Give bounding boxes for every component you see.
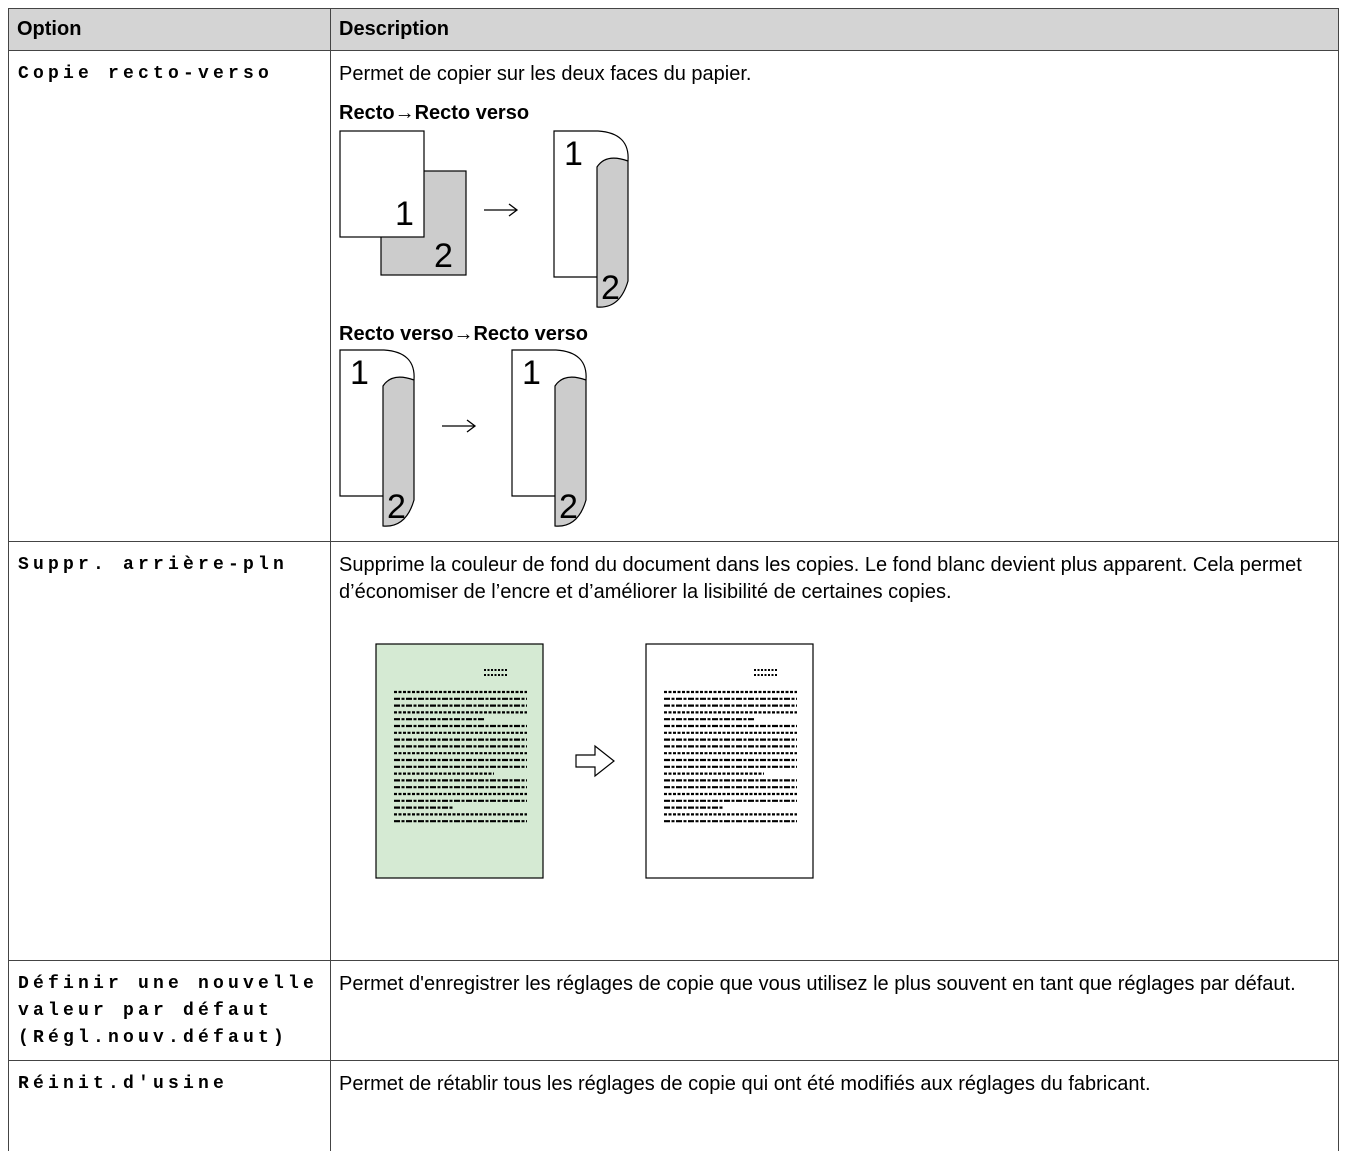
page-number: 2	[387, 488, 406, 526]
page-curl	[597, 130, 629, 162]
option: Copie recto-verso	[8, 50, 331, 542]
figure-title: Recto verso→Recto verso	[339, 323, 588, 345]
row: Définir une nouvelle valeur par défaut (…	[8, 960, 1339, 1061]
page-curl	[383, 349, 415, 381]
figure-title: Recto→Recto verso	[339, 102, 530, 124]
page-curl	[555, 349, 587, 381]
block-arrow	[575, 744, 615, 778]
page-number: 2	[434, 237, 453, 275]
description-cell: Permet de copier sur les deux faces du p…	[330, 50, 1339, 542]
page-number: 1	[522, 354, 541, 392]
arrow-head	[508, 203, 519, 217]
page-outline	[511, 349, 556, 497]
row: Suppr. arrière-pln Supprime la couleur d…	[8, 541, 1339, 961]
header-cell: Description	[330, 8, 1339, 51]
description: Permet d'enregistrer les réglages de cop…	[330, 960, 1339, 1061]
description: Supprime la couleur de fond du document …	[339, 554, 1302, 603]
page-number: 1	[350, 354, 369, 392]
page-back	[554, 376, 587, 527]
page-outline	[553, 130, 598, 278]
page-number: 2	[559, 488, 578, 526]
option-table: Option Description Copie recto-verso Per…	[8, 8, 1339, 1151]
row: Réinit.d'usine Permet de rétablir tous l…	[8, 1060, 1339, 1151]
arrow-head	[466, 419, 477, 433]
option: Définir une nouvelle valeur par défaut (…	[8, 960, 331, 1061]
header-cell: Option	[8, 8, 331, 51]
header-row: Option Description	[8, 8, 1339, 51]
option: Suppr. arrière-pln	[8, 541, 331, 961]
page-number: 1	[395, 195, 414, 233]
page-outline	[339, 349, 384, 497]
row: Copie recto-verso Permet de copier sur l…	[8, 50, 1339, 542]
page-number: 2	[601, 269, 620, 307]
duplex-figure: 1 2 1 2	[339, 349, 587, 527]
page-back	[596, 157, 629, 308]
description: Permet de rétablir tous les réglages de …	[330, 1060, 1339, 1151]
option: Réinit.d'usine	[8, 1060, 331, 1151]
page-number: 1	[564, 135, 583, 173]
description: Permet de copier sur les deux faces du p…	[339, 63, 752, 85]
page-back	[382, 376, 415, 527]
background-figure	[375, 643, 814, 879]
page-front	[339, 130, 425, 238]
description-cell: Supprime la couleur de fond du document …	[330, 541, 1339, 961]
